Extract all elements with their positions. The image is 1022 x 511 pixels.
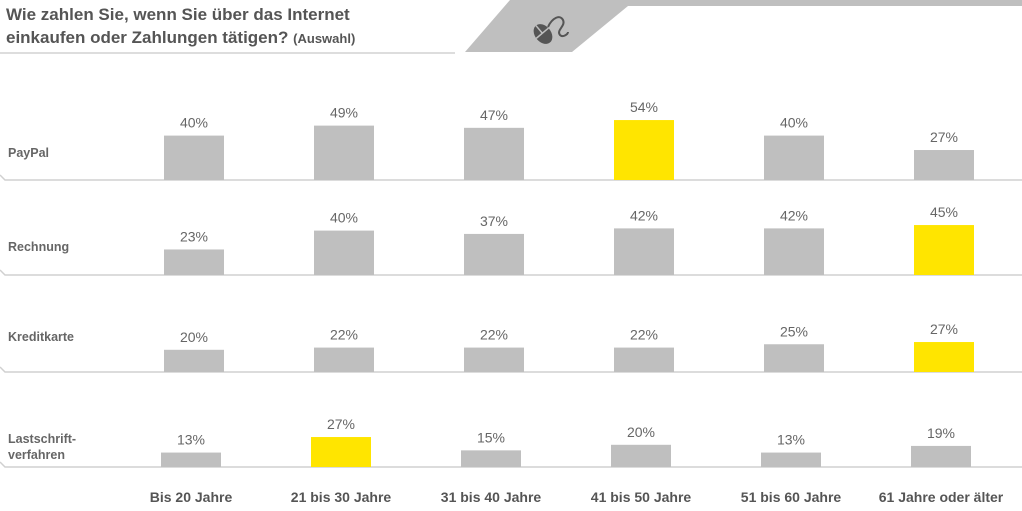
category-label: 51 bis 60 Jahre	[741, 489, 842, 505]
data-label: 13%	[777, 432, 805, 448]
data-label: 42%	[780, 207, 808, 223]
computer-mouse-icon	[533, 24, 553, 44]
data-label: 47%	[480, 107, 508, 123]
title-line-1: Wie zahlen Sie, wenn Sie über das Intern…	[6, 5, 350, 24]
data-label: 22%	[330, 327, 358, 343]
row-label: Kreditkarte	[8, 330, 74, 344]
row-label: Rechnung	[8, 240, 69, 254]
bar	[611, 444, 671, 467]
bar	[464, 233, 524, 275]
bar	[314, 125, 374, 180]
series-kreditkarte: Kreditkarte 20% 22% 22% 22% 25% 27%	[0, 321, 1022, 373]
data-label: 19%	[927, 425, 955, 441]
series-paypal: PayPal 40% 49% 47% 54% 40% 27%	[0, 99, 1022, 181]
data-label: 40%	[180, 115, 208, 131]
bar	[164, 249, 224, 275]
category-label: 41 bis 50 Jahre	[591, 489, 692, 505]
category-label: 31 bis 40 Jahre	[441, 489, 542, 505]
data-label: 20%	[627, 424, 655, 440]
bar	[764, 228, 824, 275]
data-label: 40%	[330, 210, 358, 226]
data-label: 23%	[180, 228, 208, 244]
row-label: verfahren	[8, 448, 65, 462]
data-label: 54%	[630, 99, 658, 115]
bar	[164, 349, 224, 372]
bar	[464, 347, 524, 372]
row-divider	[0, 269, 1022, 276]
data-label: 49%	[330, 105, 358, 121]
chart-title: Wie zahlen Sie, wenn Sie über das Intern…	[6, 3, 355, 50]
bar	[161, 452, 221, 467]
data-label: 25%	[780, 323, 808, 339]
bar	[311, 437, 371, 467]
bar	[614, 347, 674, 372]
series-lastschriftverfahren: Lastschrift-verfahren 13% 27% 15% 20% 13% 19%	[0, 416, 1022, 468]
title-note: (Auswahl)	[293, 31, 356, 46]
data-label: 22%	[630, 327, 658, 343]
bar	[764, 135, 824, 180]
title-line-2: einkaufen oder Zahlungen tätigen?	[6, 28, 289, 47]
bar	[764, 344, 824, 372]
title-underline	[0, 52, 455, 54]
data-label: 27%	[930, 321, 958, 337]
bar	[761, 452, 821, 467]
data-label: 27%	[930, 129, 958, 145]
row-label: PayPal	[8, 146, 49, 160]
data-label: 20%	[180, 329, 208, 345]
row-label: Lastschrift-	[8, 432, 76, 446]
data-label: 13%	[177, 432, 205, 448]
bar	[314, 347, 374, 372]
category-label: Bis 20 Jahre	[150, 489, 233, 505]
bar	[614, 228, 674, 275]
bar	[914, 225, 974, 275]
data-label: 27%	[327, 416, 355, 432]
bar	[464, 127, 524, 180]
data-label: 42%	[630, 207, 658, 223]
data-label: 15%	[477, 429, 505, 445]
category-label: 21 bis 30 Jahre	[291, 489, 392, 505]
series-rechnung: Rechnung 23% 40% 37% 42% 42% 45%	[0, 204, 1022, 276]
data-label: 22%	[480, 327, 508, 343]
bar	[314, 230, 374, 275]
bar	[461, 450, 521, 467]
bar	[911, 445, 971, 467]
data-label: 45%	[930, 204, 958, 220]
category-label: 61 Jahre oder älter	[879, 489, 1004, 505]
data-label: 40%	[780, 115, 808, 131]
bar	[614, 120, 674, 180]
bar	[914, 150, 974, 180]
bar	[164, 135, 224, 180]
header-banner	[465, 0, 1022, 52]
bar	[914, 342, 974, 372]
row-divider	[0, 461, 1022, 468]
data-label: 37%	[480, 213, 508, 229]
row-divider	[0, 366, 1022, 373]
row-divider	[0, 174, 1022, 181]
